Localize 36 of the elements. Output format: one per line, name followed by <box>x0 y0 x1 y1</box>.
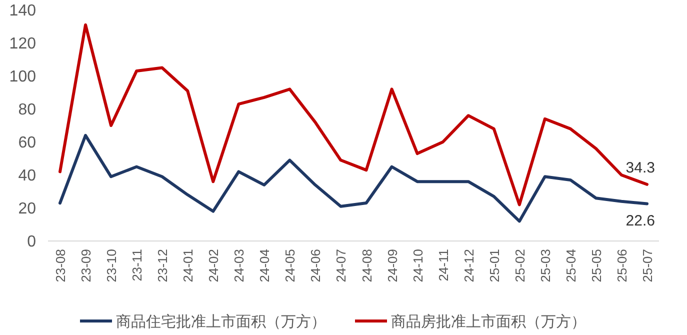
x-tick-label: 25-04 <box>563 249 578 282</box>
x-tick-label: 23-12 <box>155 249 170 282</box>
y-tick-label: 100 <box>9 68 36 86</box>
y-tick-label: 80 <box>18 102 36 119</box>
x-tick-label: 24-06 <box>308 249 324 282</box>
x-tick-label: 24-08 <box>359 249 374 282</box>
x-tick-label: 23-09 <box>78 249 94 282</box>
y-tick-label: 0 <box>27 234 36 251</box>
x-tick-label: 24-10 <box>410 249 426 282</box>
x-tick-label: 24-09 <box>384 249 400 282</box>
x-tick-label: 23-08 <box>53 249 68 282</box>
x-tick-label: 23-10 <box>104 249 120 282</box>
x-tick-label: 23-11 <box>130 249 145 282</box>
x-tick-label: 24-02 <box>206 249 222 282</box>
x-tick-label: 24-05 <box>282 249 298 282</box>
legend-label: 商品住宅批准上市面积（万方） <box>116 313 326 330</box>
y-tick-label: 40 <box>18 168 36 185</box>
y-tick-label: 140 <box>9 2 36 20</box>
x-tick-label: 24-01 <box>180 249 196 282</box>
x-tick-label: 25-07 <box>640 249 655 282</box>
data-label: 22.6 <box>626 212 655 230</box>
x-tick-label: 24-11 <box>436 249 451 282</box>
y-tick-label: 20 <box>18 200 36 218</box>
x-tick-label: 24-07 <box>334 249 349 282</box>
y-tick-label: 120 <box>9 36 36 53</box>
x-tick-label: 24-12 <box>461 249 476 282</box>
x-tick-label: 25-02 <box>512 249 528 282</box>
x-tick-label: 24-04 <box>257 249 272 282</box>
x-tick-label: 24-03 <box>232 249 247 282</box>
x-tick-label: 25-03 <box>538 249 553 282</box>
y-tick-label: 60 <box>18 134 36 152</box>
legend-label: 商品房批准上市面积（万方） <box>391 313 586 330</box>
x-tick-label: 25-06 <box>614 249 630 282</box>
data-label: 34.3 <box>626 159 655 176</box>
x-tick-label: 25-01 <box>486 249 502 282</box>
x-tick-label: 25-05 <box>588 249 604 282</box>
